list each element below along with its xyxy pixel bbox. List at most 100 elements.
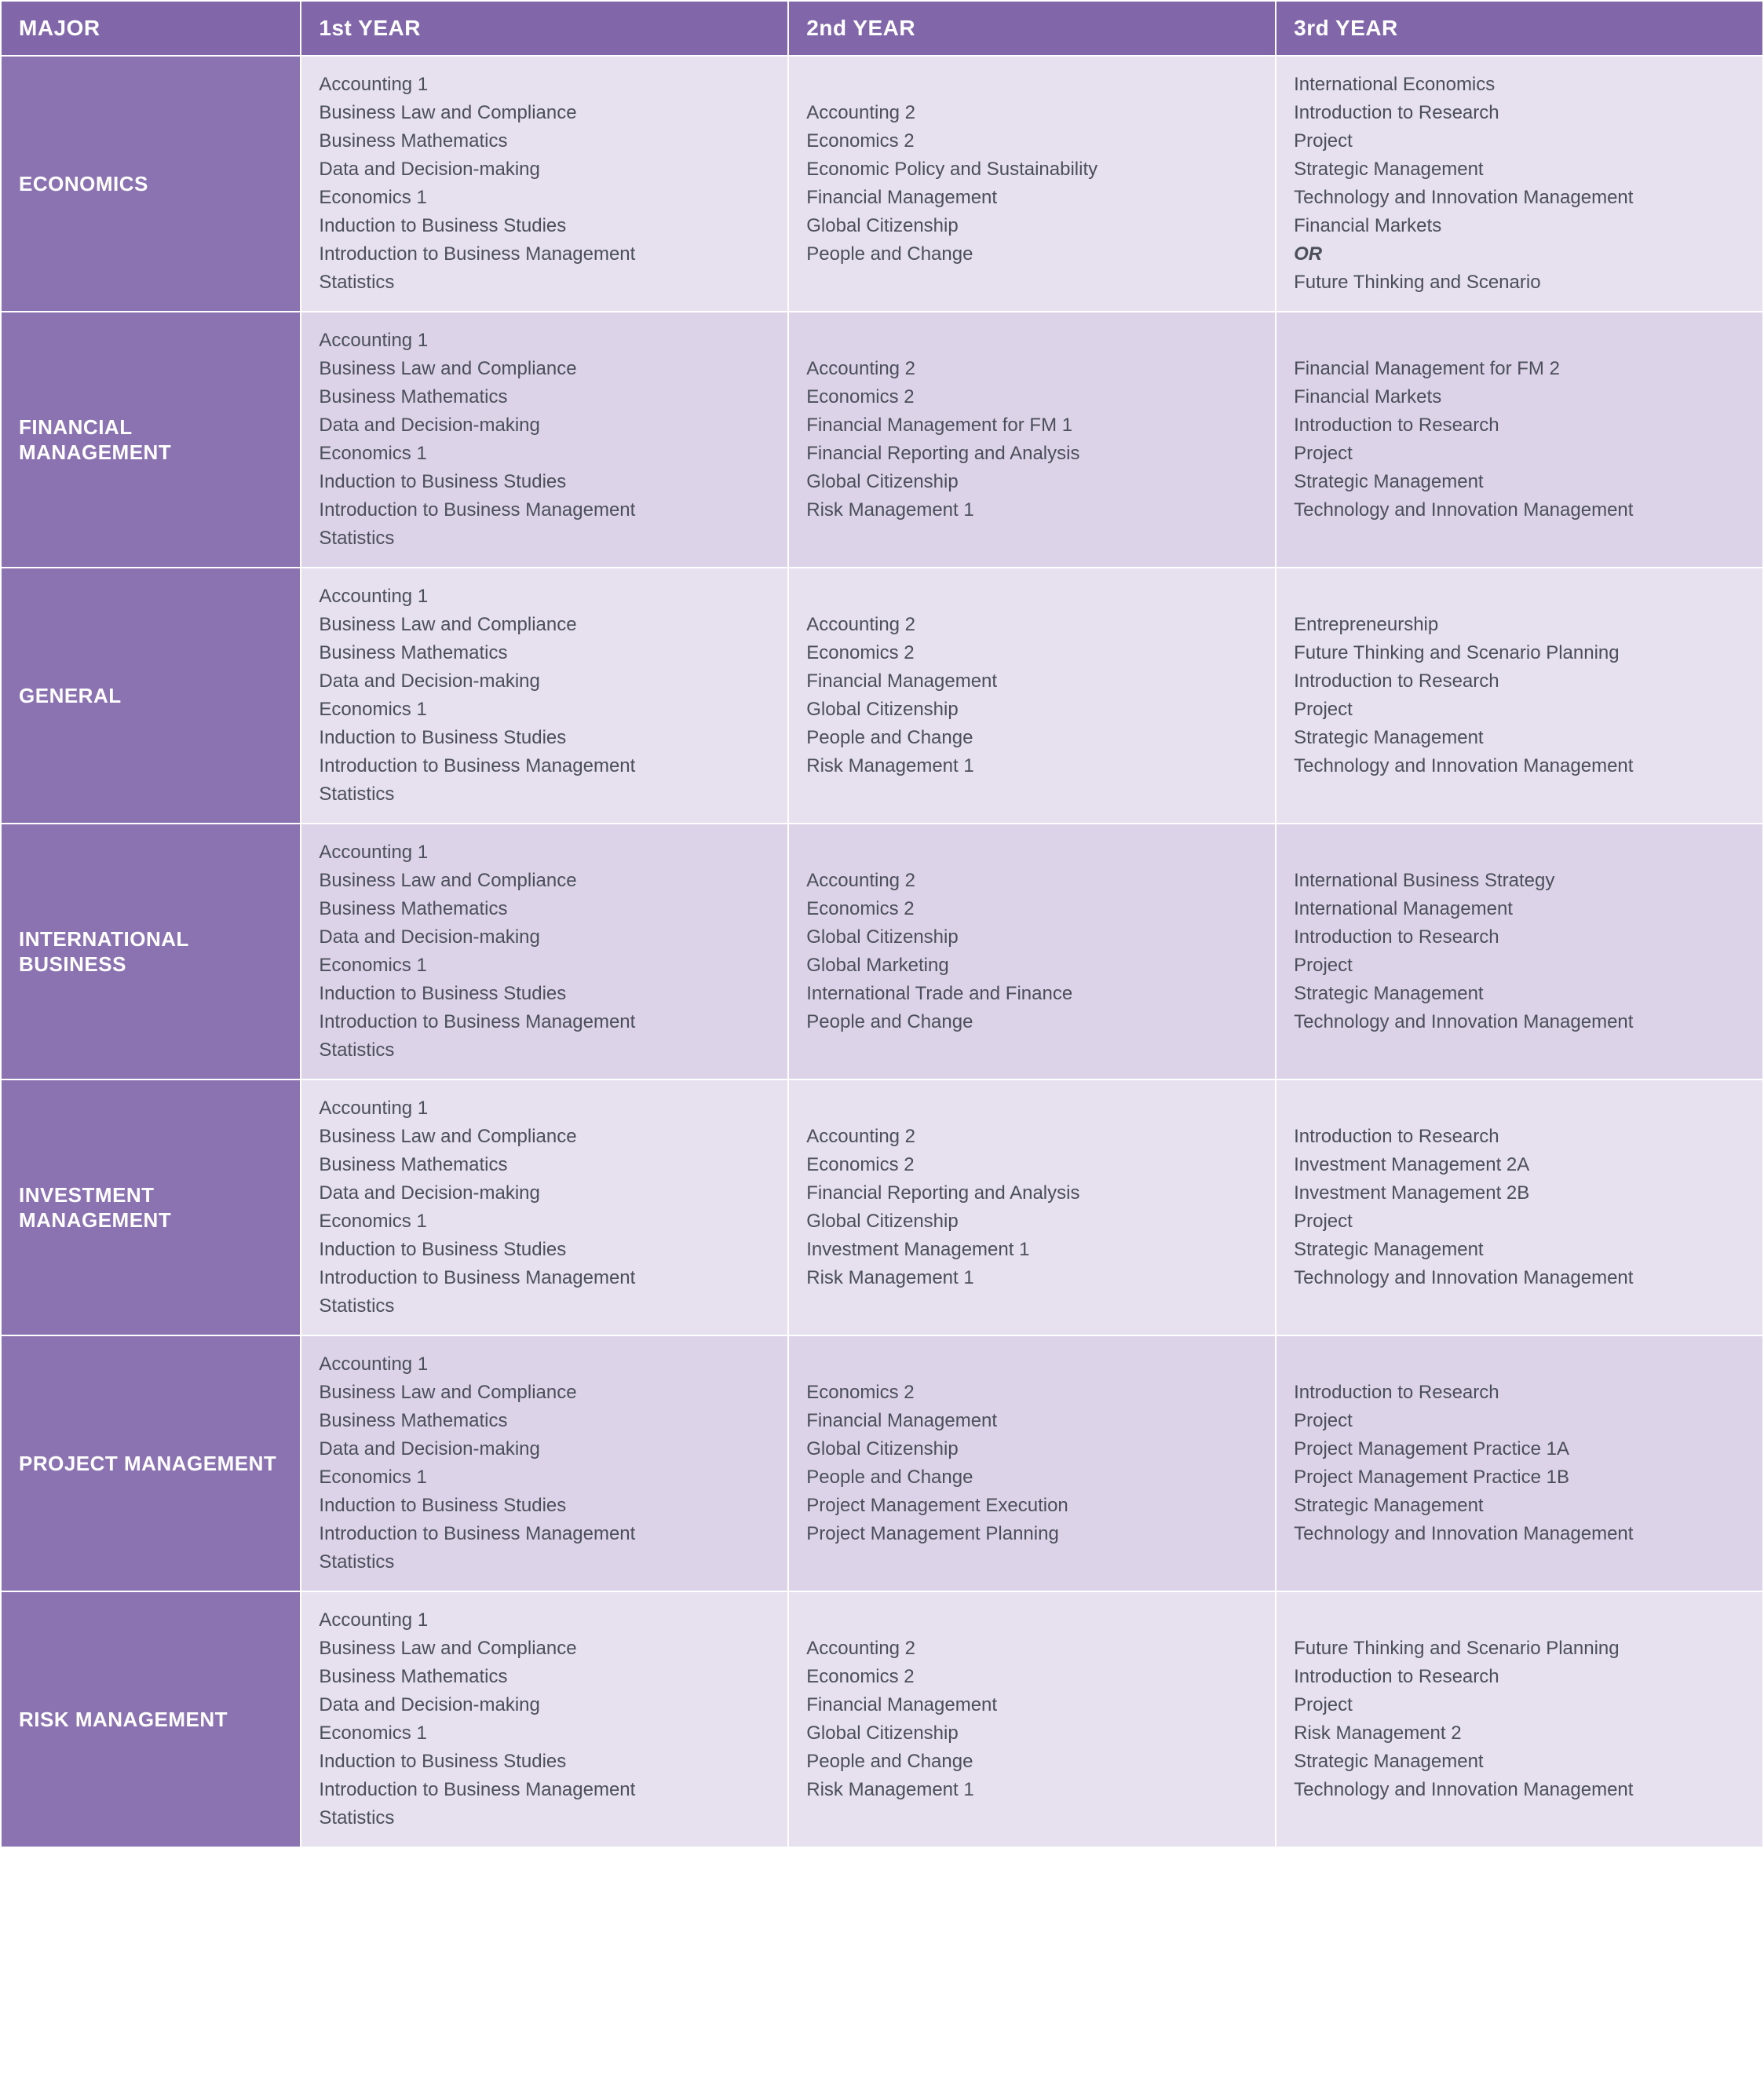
course-item: Data and Decision-making bbox=[319, 155, 770, 184]
table-row: GENERALAccounting 1Business Law and Comp… bbox=[1, 568, 1763, 824]
course-item: Economics 1 bbox=[319, 440, 770, 468]
year2-cell: Economics 2Financial ManagementGlobal Ci… bbox=[788, 1335, 1276, 1591]
course-item: People and Change bbox=[806, 1463, 1258, 1492]
course-item: Business Law and Compliance bbox=[319, 1123, 770, 1151]
course-item: Business Law and Compliance bbox=[319, 99, 770, 127]
course-item: Economics 1 bbox=[319, 1207, 770, 1236]
course-item: People and Change bbox=[806, 724, 1258, 752]
course-item: International Economics bbox=[1294, 71, 1745, 99]
course-item: International Business Strategy bbox=[1294, 867, 1745, 895]
course-item: Project bbox=[1294, 1407, 1745, 1435]
course-item: People and Change bbox=[806, 240, 1258, 269]
course-item: Investment Management 1 bbox=[806, 1236, 1258, 1264]
year3-cell: EntrepreneurshipFuture Thinking and Scen… bbox=[1276, 568, 1763, 824]
course-item: Accounting 1 bbox=[319, 1094, 770, 1123]
course-item: Accounting 1 bbox=[319, 1606, 770, 1635]
table-row: INVESTMENT MANAGEMENTAccounting 1Busines… bbox=[1, 1080, 1763, 1335]
year3-cell: International Business StrategyInternati… bbox=[1276, 824, 1763, 1080]
course-item: Future Thinking and Scenario Planning bbox=[1294, 639, 1745, 667]
course-item: Introduction to Research bbox=[1294, 923, 1745, 952]
course-item: Accounting 1 bbox=[319, 583, 770, 611]
course-item: Introduction to Business Management bbox=[319, 1520, 770, 1548]
course-item: Introduction to Business Management bbox=[319, 240, 770, 269]
course-item: Global Citizenship bbox=[806, 212, 1258, 240]
course-item: Technology and Innovation Management bbox=[1294, 1264, 1745, 1292]
course-item: Economics 2 bbox=[806, 1379, 1258, 1407]
course-item: Project bbox=[1294, 1691, 1745, 1719]
course-item: Strategic Management bbox=[1294, 468, 1745, 496]
course-item: Risk Management 1 bbox=[806, 1776, 1258, 1804]
course-item: Statistics bbox=[319, 1548, 770, 1576]
year1-cell: Accounting 1Business Law and ComplianceB… bbox=[301, 1591, 788, 1847]
course-item: Statistics bbox=[319, 1036, 770, 1065]
course-item: Data and Decision-making bbox=[319, 411, 770, 440]
course-item: Strategic Management bbox=[1294, 155, 1745, 184]
course-item: Economics 2 bbox=[806, 639, 1258, 667]
year2-cell: Accounting 2Economics 2Financial Reporti… bbox=[788, 1080, 1276, 1335]
course-item: Business Law and Compliance bbox=[319, 355, 770, 383]
course-item: Project Management Planning bbox=[806, 1520, 1258, 1548]
course-item: Induction to Business Studies bbox=[319, 1492, 770, 1520]
course-item: Data and Decision-making bbox=[319, 923, 770, 952]
year1-cell: Accounting 1Business Law and ComplianceB… bbox=[301, 568, 788, 824]
course-item: Technology and Innovation Management bbox=[1294, 496, 1745, 524]
course-item: People and Change bbox=[806, 1748, 1258, 1776]
course-item: Project Management Practice 1A bbox=[1294, 1435, 1745, 1463]
major-cell: RISK MANAGEMENT bbox=[1, 1591, 301, 1847]
course-item: Accounting 2 bbox=[806, 355, 1258, 383]
course-item: Statistics bbox=[319, 524, 770, 553]
course-item: Economics 1 bbox=[319, 696, 770, 724]
course-item: Technology and Innovation Management bbox=[1294, 1776, 1745, 1804]
course-item: Global Marketing bbox=[806, 952, 1258, 980]
year2-cell: Accounting 2Economics 2Global Citizenshi… bbox=[788, 824, 1276, 1080]
year3-cell: Introduction to ResearchProjectProject M… bbox=[1276, 1335, 1763, 1591]
year3-cell: Introduction to ResearchInvestment Manag… bbox=[1276, 1080, 1763, 1335]
course-item: Business Mathematics bbox=[319, 639, 770, 667]
course-item: Accounting 1 bbox=[319, 1350, 770, 1379]
course-item: Investment Management 2B bbox=[1294, 1179, 1745, 1207]
course-item: Economics 2 bbox=[806, 895, 1258, 923]
year1-cell: Accounting 1Business Law and ComplianceB… bbox=[301, 1080, 788, 1335]
major-cell: PROJECT MANAGEMENT bbox=[1, 1335, 301, 1591]
course-item: Financial Markets bbox=[1294, 383, 1745, 411]
course-item: Financial Reporting and Analysis bbox=[806, 440, 1258, 468]
major-cell: ECONOMICS bbox=[1, 56, 301, 312]
course-item: Strategic Management bbox=[1294, 980, 1745, 1008]
course-item: Accounting 2 bbox=[806, 1635, 1258, 1663]
curriculum-body: ECONOMICSAccounting 1Business Law and Co… bbox=[1, 56, 1763, 1847]
course-item: Economics 1 bbox=[319, 952, 770, 980]
course-item: Business Law and Compliance bbox=[319, 1635, 770, 1663]
course-item: International Trade and Finance bbox=[806, 980, 1258, 1008]
course-item: Business Mathematics bbox=[319, 383, 770, 411]
course-item: Data and Decision-making bbox=[319, 1179, 770, 1207]
course-item: Project bbox=[1294, 127, 1745, 155]
course-item: Economics 1 bbox=[319, 1463, 770, 1492]
year2-cell: Accounting 2Economics 2Financial Managem… bbox=[788, 568, 1276, 824]
course-item: Project Management Practice 1B bbox=[1294, 1463, 1745, 1492]
course-item: Risk Management 1 bbox=[806, 1264, 1258, 1292]
course-item: Statistics bbox=[319, 1804, 770, 1832]
course-item: Data and Decision-making bbox=[319, 1435, 770, 1463]
course-item: Statistics bbox=[319, 780, 770, 809]
course-item: Strategic Management bbox=[1294, 1748, 1745, 1776]
course-item: Accounting 1 bbox=[319, 71, 770, 99]
major-cell: GENERAL bbox=[1, 568, 301, 824]
major-cell: INVESTMENT MANAGEMENT bbox=[1, 1080, 301, 1335]
table-row: PROJECT MANAGEMENT Accounting 1Business L… bbox=[1, 1335, 1763, 1591]
course-item: Project bbox=[1294, 696, 1745, 724]
course-item: Data and Decision-making bbox=[319, 667, 770, 696]
course-item: Accounting 1 bbox=[319, 327, 770, 355]
year2-cell: Accounting 2Economics 2Economic Policy a… bbox=[788, 56, 1276, 312]
course-item: Introduction to Research bbox=[1294, 1663, 1745, 1691]
course-item: Business Law and Compliance bbox=[319, 1379, 770, 1407]
course-item: Data and Decision-making bbox=[319, 1691, 770, 1719]
header-year1: 1st YEAR bbox=[301, 1, 788, 56]
course-item: Future Thinking and Scenario Planning bbox=[1294, 1635, 1745, 1663]
course-item: Accounting 2 bbox=[806, 1123, 1258, 1151]
course-item: Entrepreneurship bbox=[1294, 611, 1745, 639]
course-item: Risk Management 2 bbox=[1294, 1719, 1745, 1748]
course-item: Strategic Management bbox=[1294, 1236, 1745, 1264]
course-item: Economics 1 bbox=[319, 184, 770, 212]
course-item: Induction to Business Studies bbox=[319, 980, 770, 1008]
major-cell: FINANCIAL MANAGEMENT bbox=[1, 312, 301, 568]
